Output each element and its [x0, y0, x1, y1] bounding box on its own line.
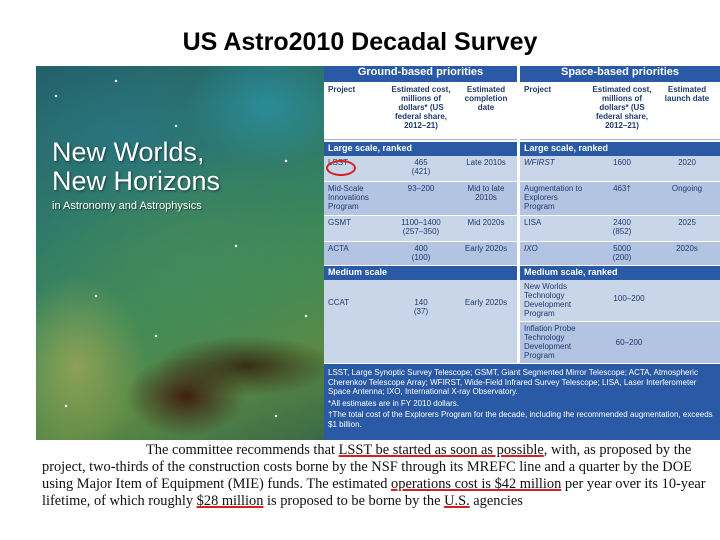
space-date: Ongoing: [671, 184, 703, 193]
space-project: New Worlds Technology Development Progra…: [524, 282, 572, 318]
cover-title: New Worlds, New Horizons: [52, 138, 312, 196]
ground-cost: 465 (421): [411, 158, 431, 176]
quote-text: The committee recommends that: [146, 442, 339, 458]
ground-project: ACTA: [328, 244, 349, 253]
space-project: Inflation Probe Technology Development P…: [524, 324, 576, 360]
ground-date: Early 2020s: [464, 298, 508, 307]
ground-date: Early 2020s: [464, 244, 508, 253]
lsst-highlight-circle: [326, 160, 356, 176]
ground-date: Late 2010s: [466, 158, 506, 167]
cover-subtitle: in Astronomy and Astrophysics: [52, 200, 202, 212]
ground-project: GSMT: [328, 218, 352, 227]
ground-cost: 140 (37): [413, 298, 429, 316]
table-header-row: Ground-based priorities Space-based prio…: [324, 66, 720, 82]
table-notes: LSST, Large Synoptic Survey Telescope; G…: [324, 364, 720, 440]
space-large-label: Large scale, ranked: [524, 143, 609, 153]
quote-underline-operations: operations cost is $42 million: [391, 476, 562, 492]
space-cost: 100–200: [613, 294, 645, 303]
ground-large-label: Large scale, ranked: [328, 143, 413, 153]
space-project: IXO: [524, 244, 538, 253]
quote-underline-lsst: LSST be started as soon as possible: [338, 442, 544, 458]
quote-text: agencies: [469, 493, 523, 509]
ground-date: Mid to late 2010s: [467, 184, 505, 202]
space-cost: 5000 (200): [612, 244, 632, 262]
notes-abbreviations: LSST, Large Synoptic Survey Telescope; G…: [328, 368, 698, 396]
ground-medium-label: Medium scale: [328, 267, 388, 277]
space-project: Augmentation to Explorers Program: [524, 184, 583, 211]
cover-title-line2: New Horizons: [52, 166, 221, 196]
space-cost: 1600: [613, 158, 631, 167]
ground-cost: 1100–1400 (257–350): [401, 218, 441, 236]
quote-text: per year over its 10-year lifetime, of w…: [42, 476, 706, 509]
space-cost: 60–200: [615, 338, 643, 347]
table-row: GSMT 1100–1400 (257–350) Mid 2020s LISA 2…: [324, 216, 720, 242]
priorities-table: Ground-based priorities Space-based prio…: [324, 66, 720, 440]
table-row: Mid-Scale Innovations Program 93–200 Mid…: [324, 182, 720, 216]
cover-title-line1: New Worlds,: [52, 137, 205, 167]
space-project: WFIRST: [524, 158, 555, 167]
space-date: 2020s: [676, 244, 698, 253]
table-row: Inflation Probe Technology Development P…: [520, 322, 720, 364]
space-col-cost: Estimated cost, millions of dollars* (US…: [592, 85, 652, 130]
quote-underline-28m: $28 million: [196, 493, 264, 509]
ground-date: Mid 2020s: [467, 218, 505, 227]
medium-scale-section-row: Medium scale Medium scale, ranked: [324, 266, 720, 280]
ground-col-project: Project: [328, 85, 356, 94]
slide-title: US Astro2010 Decadal Survey: [182, 28, 538, 56]
table-row: CCAT 140 (37) Early 2020s: [324, 280, 517, 364]
table-row: ACTA 400 (100) Early 2020s IXO 5000 (200) …: [324, 242, 720, 266]
space-col-project: Project: [524, 85, 552, 94]
large-scale-section-row: Large scale, ranked Large scale, ranked: [324, 142, 720, 156]
ground-cost: 400 (100): [411, 244, 431, 262]
quote-text: , with, as proposed by the project, two-…: [42, 442, 692, 492]
space-cost: 2400 (852): [612, 218, 632, 236]
quote-underline-us: U.S.: [444, 493, 470, 509]
space-header: Space-based priorities: [561, 66, 679, 78]
quote-text: is proposed to be borne by the: [263, 493, 445, 509]
notes-star: *All estimates are in FY 2010 dollars.: [328, 398, 460, 408]
starfield-background: [36, 66, 324, 440]
space-cost: 463†: [613, 184, 631, 193]
ground-project: Mid-Scale Innovations Program: [328, 184, 369, 211]
notes-dagger: †The total cost of the Explorers Program…: [328, 410, 713, 429]
ground-cost: 93–200: [407, 184, 435, 193]
ground-col-cost: Estimated cost, millions of dollars* (US…: [391, 85, 451, 130]
column-header-row: Project Estimated cost, millions of doll…: [324, 82, 720, 140]
ground-project: CCAT: [328, 298, 350, 307]
table-row: New Worlds Technology Development Progra…: [520, 280, 720, 322]
space-col-date: Estimated launch date: [664, 85, 710, 103]
table-column-divider: [517, 66, 520, 366]
space-date: 2020: [678, 158, 696, 167]
ground-col-date: Estimated completion date: [464, 85, 508, 112]
table-row: LSST 465 (421) Late 2010s WFIRST 1600 202…: [324, 156, 720, 182]
recommendation-quote: The committee recommends that LSST be st…: [38, 440, 720, 540]
ground-header: Ground-based priorities: [357, 66, 484, 78]
space-medium-label: Medium scale, ranked: [524, 267, 618, 277]
report-cover-image: New Worlds, New Horizons in Astronomy an…: [36, 66, 324, 440]
space-date: 2025: [678, 218, 696, 227]
space-project: LISA: [524, 218, 542, 227]
